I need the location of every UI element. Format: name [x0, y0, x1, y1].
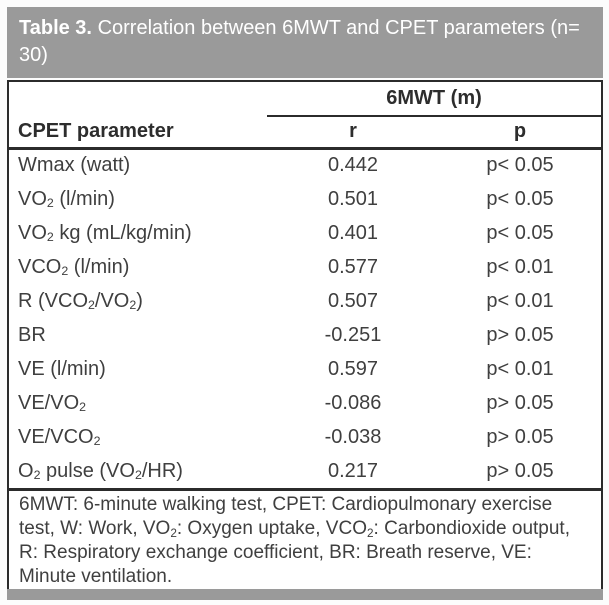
column-group-6mwt: 6MWT (m)	[267, 82, 602, 117]
table-row: VE/VCO2 -0.038 p> 0.05	[9, 420, 601, 454]
correlation-table: 6MWT (m) CPET parameter r p Wmax (watt) 0…	[9, 82, 602, 488]
p-value-cell: p< 0.01	[486, 357, 554, 380]
column-header-p: p	[439, 116, 602, 150]
r-value-cell: 0.507	[327, 289, 379, 312]
parameter-cell: VE/VCO2	[18, 425, 101, 449]
p-value-cell: p> 0.05	[486, 459, 554, 482]
p-value-cell: p< 0.05	[486, 187, 554, 210]
column-header-row: CPET parameter r p	[9, 116, 602, 150]
p-value-cell: p> 0.05	[486, 391, 554, 414]
table-row: VCO2 (l/min) 0.577 p< 0.01	[9, 250, 601, 284]
table-body: 6MWT (m) CPET parameter r p Wmax (watt) 0…	[7, 80, 603, 589]
parameter-cell: O2 pulse (VO2/HR)	[18, 459, 183, 483]
parameter-cell: Wmax (watt)	[18, 154, 131, 177]
table-row: BR -0.251 p> 0.05	[9, 318, 601, 352]
parameter-cell: VE/VO2	[18, 391, 87, 415]
column-header-r: r	[267, 116, 439, 150]
parameter-cell: BR	[18, 323, 46, 346]
r-value-cell: 0.217	[327, 459, 379, 482]
table-3-card: Table 3. Correlation between 6MWT and CP…	[7, 7, 603, 600]
r-value-cell: 0.597	[327, 357, 379, 380]
group-header-row: 6MWT (m)	[9, 82, 602, 117]
table-row: O2 pulse (VO2/HR) 0.217 p> 0.05	[9, 454, 601, 488]
r-value-cell: -0.086	[324, 391, 382, 414]
table-caption: Correlation between 6MWT and CPET parame…	[19, 17, 580, 66]
r-value-cell: 0.401	[327, 221, 379, 244]
table-row: R (VCO2/VO2) 0.507 p< 0.01	[9, 284, 601, 318]
r-value-cell: 0.442	[327, 154, 379, 177]
table-row: Wmax (watt) 0.442 p< 0.05	[9, 148, 601, 182]
parameter-cell: R (VCO2/VO2)	[18, 289, 143, 313]
table-row: VO2 kg (mL/kg/min) 0.401 p< 0.05	[9, 216, 601, 250]
p-value-cell: p> 0.05	[486, 425, 554, 448]
r-value-cell: 0.577	[327, 255, 379, 278]
r-value-cell: -0.038	[324, 425, 382, 448]
p-value-cell: p< 0.01	[486, 289, 554, 312]
parameter-cell: VCO2 (l/min)	[18, 255, 130, 279]
table-rows: Wmax (watt) 0.442 p< 0.05 VO2 (l/min) 0.501 p…	[9, 148, 601, 488]
column-header-parameter: CPET parameter	[9, 116, 267, 150]
parameter-cell: VO2 (l/min)	[18, 187, 115, 211]
parameter-cell: VO2 kg (mL/kg/min)	[18, 221, 192, 245]
table-title-bar: Table 3. Correlation between 6MWT and CP…	[7, 7, 603, 78]
r-value-cell: 0.501	[327, 187, 379, 210]
table-footnote: 6MWT: 6-minute walking test, CPET: Cardi…	[9, 488, 601, 589]
p-value-cell: p> 0.05	[486, 323, 554, 346]
r-value-cell: -0.251	[324, 323, 382, 346]
bottom-bar	[7, 589, 603, 600]
parameter-cell: VE (l/min)	[18, 357, 106, 380]
group-header-spacer	[9, 82, 267, 116]
p-value-cell: p< 0.05	[486, 154, 554, 177]
table-row: VE (l/min) 0.597 p< 0.01	[9, 352, 601, 386]
table-row: VE/VO2 -0.086 p> 0.05	[9, 386, 601, 420]
p-value-cell: p< 0.05	[486, 221, 554, 244]
p-value-cell: p< 0.01	[486, 255, 554, 278]
table-row: VO2 (l/min) 0.501 p< 0.05	[9, 182, 601, 216]
table-number-label: Table 3.	[19, 17, 92, 39]
